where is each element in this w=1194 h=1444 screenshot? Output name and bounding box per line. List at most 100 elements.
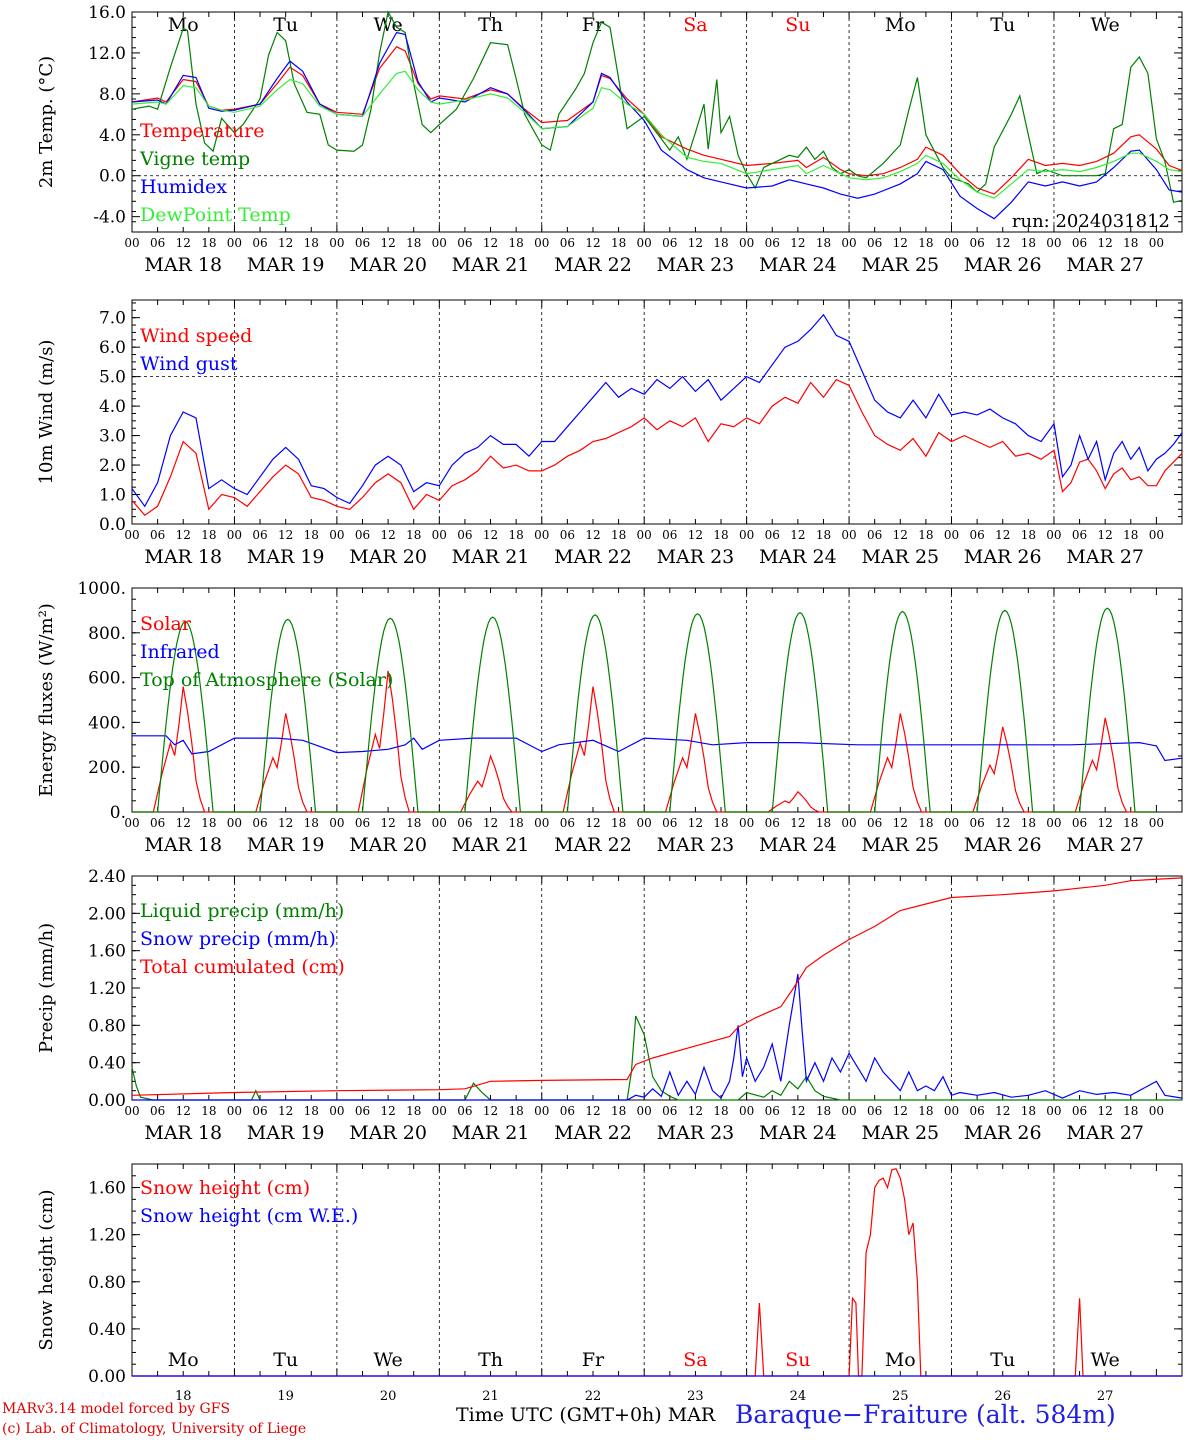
hour-label: 18 xyxy=(611,816,626,830)
hour-label: 12 xyxy=(483,236,498,250)
y-tick-label: 0.40 xyxy=(88,1054,126,1074)
day-name-label: Mo xyxy=(168,1349,199,1371)
y-tick-label: 12.0 xyxy=(88,44,126,64)
legend-entry: DewPoint Temp xyxy=(140,204,291,226)
hour-label: 00 xyxy=(329,1104,344,1118)
y-tick-label: 200. xyxy=(88,758,126,778)
y-tick-label: 0.0 xyxy=(99,167,126,187)
hour-label: 00 xyxy=(432,528,447,542)
month-label: MAR xyxy=(667,1404,716,1426)
date-label: MAR 23 xyxy=(657,546,735,568)
hour-label: 00 xyxy=(637,1104,652,1118)
y-tick-label: 0.40 xyxy=(88,1320,126,1340)
panel-2: 0.0 1.0 2.0 3.0 4.0 5.0 6.0 7.0 10m Wind (m/s) 00… xyxy=(36,299,1183,568)
hour-label: 12 xyxy=(688,1104,703,1118)
date-label: MAR 18 xyxy=(144,254,222,276)
hour-label: 06 xyxy=(355,528,370,542)
date-label: MAR 18 xyxy=(144,834,222,856)
hour-label: 18 xyxy=(1123,1104,1138,1118)
hour-label: 00 xyxy=(1149,528,1164,542)
date-label: MAR 18 xyxy=(144,546,222,568)
y-tick-label: 5.0 xyxy=(99,368,126,388)
hour-label: 06 xyxy=(252,236,267,250)
hour-label: 18 xyxy=(304,236,319,250)
series-line-snow-height-cm- xyxy=(132,1167,1182,1377)
hour-label: 06 xyxy=(355,816,370,830)
hour-label: 12 xyxy=(176,816,191,830)
y-axis-label: 10m Wind (m/s) xyxy=(36,340,57,485)
station-title: Baraque−Fraiture (alt. 584m) xyxy=(735,1400,1116,1429)
panel-3: 0. 200. 400. 600. 800. 1000. Energy fluxes (W/… xyxy=(36,579,1183,856)
y-axis-label: Precip (mm/h) xyxy=(36,923,57,1053)
hour-label: 12 xyxy=(995,816,1010,830)
hour-label: 06 xyxy=(150,816,165,830)
hour-label: 00 xyxy=(1046,528,1061,542)
date-label: MAR 21 xyxy=(452,254,530,276)
legend-entry: Top of Atmosphere (Solar) xyxy=(140,669,393,691)
hour-label: 18 xyxy=(406,816,421,830)
credit-lab: (c) Lab. of Climatology, University of L… xyxy=(2,1421,307,1437)
series-line-humidex xyxy=(131,31,1183,220)
hour-label: 06 xyxy=(560,236,575,250)
hour-label: 18 xyxy=(1021,528,1036,542)
date-label: MAR 23 xyxy=(657,834,735,856)
date-label: MAR 24 xyxy=(759,834,837,856)
day-name-label: We xyxy=(373,14,402,36)
hour-label: 00 xyxy=(227,1104,242,1118)
date-label: MAR 26 xyxy=(964,546,1042,568)
hour-label: 12 xyxy=(893,236,908,250)
day-name-label: Tu xyxy=(990,1349,1015,1371)
legend-entry: Total cumulated (cm) xyxy=(140,956,345,978)
legend-entry: Wind speed xyxy=(140,325,252,347)
hour-label: 00 xyxy=(944,528,959,542)
hour-label: 06 xyxy=(969,236,984,250)
hour-label: 00 xyxy=(944,1104,959,1118)
hour-label: 18 xyxy=(918,236,933,250)
hour-label: 18 xyxy=(1021,236,1036,250)
hour-label: 00 xyxy=(1046,816,1061,830)
hour-label: 18 xyxy=(816,816,831,830)
hour-label: 12 xyxy=(995,1104,1010,1118)
hour-label: 00 xyxy=(944,236,959,250)
y-tick-label: 2.40 xyxy=(88,867,126,887)
day-name-label: Mo xyxy=(885,1349,916,1371)
hour-label: 12 xyxy=(380,816,395,830)
hour-label: 18 xyxy=(406,236,421,250)
hour-label: 12 xyxy=(176,236,191,250)
panel-1: -4.0 0.0 4.0 8.0 12.0 16.0 2m Temp. (°C) Mo Tu We… xyxy=(36,3,1183,276)
hour-label: 06 xyxy=(969,1104,984,1118)
hour-label: 12 xyxy=(1098,236,1113,250)
series-line-dewpoint-temp xyxy=(131,70,1183,199)
y-tick-label: 1.20 xyxy=(88,979,126,999)
day-number-label: 24 xyxy=(790,1389,807,1404)
hour-label: 00 xyxy=(739,236,754,250)
hour-label: 18 xyxy=(918,1104,933,1118)
hour-label: 00 xyxy=(329,236,344,250)
hour-label: 06 xyxy=(457,528,472,542)
hour-label: 12 xyxy=(995,528,1010,542)
hour-label: 18 xyxy=(201,816,216,830)
y-tick-label: 4.0 xyxy=(99,126,126,146)
date-label: MAR 26 xyxy=(964,254,1042,276)
hour-label: 12 xyxy=(688,816,703,830)
hour-label: 18 xyxy=(509,528,524,542)
plot-frame xyxy=(131,11,1183,233)
y-tick-label: 400. xyxy=(88,713,126,733)
hour-label: 12 xyxy=(278,816,293,830)
y-axis-label: Energy fluxes (W/m²) xyxy=(36,603,57,797)
day-name-label: Th xyxy=(478,14,503,36)
day-number-label: 27 xyxy=(1097,1389,1114,1404)
y-axis-label: Snow height (cm) xyxy=(36,1189,57,1350)
day-number-label: 25 xyxy=(892,1389,909,1404)
series-line-top-of-atmosphere-solar- xyxy=(132,607,1157,813)
legend-entry: Vigne temp xyxy=(139,148,250,170)
plot-frame xyxy=(131,299,1183,525)
hour-label: 00 xyxy=(432,1104,447,1118)
legend-entry: Temperature xyxy=(140,120,264,142)
day-name-label: Tu xyxy=(273,1349,298,1371)
date-label: MAR 19 xyxy=(247,834,325,856)
hour-label: 00 xyxy=(534,1104,549,1118)
hour-label: 00 xyxy=(329,816,344,830)
y-tick-label: 1.60 xyxy=(88,1179,126,1199)
y-tick-label: -4.0 xyxy=(93,208,126,228)
